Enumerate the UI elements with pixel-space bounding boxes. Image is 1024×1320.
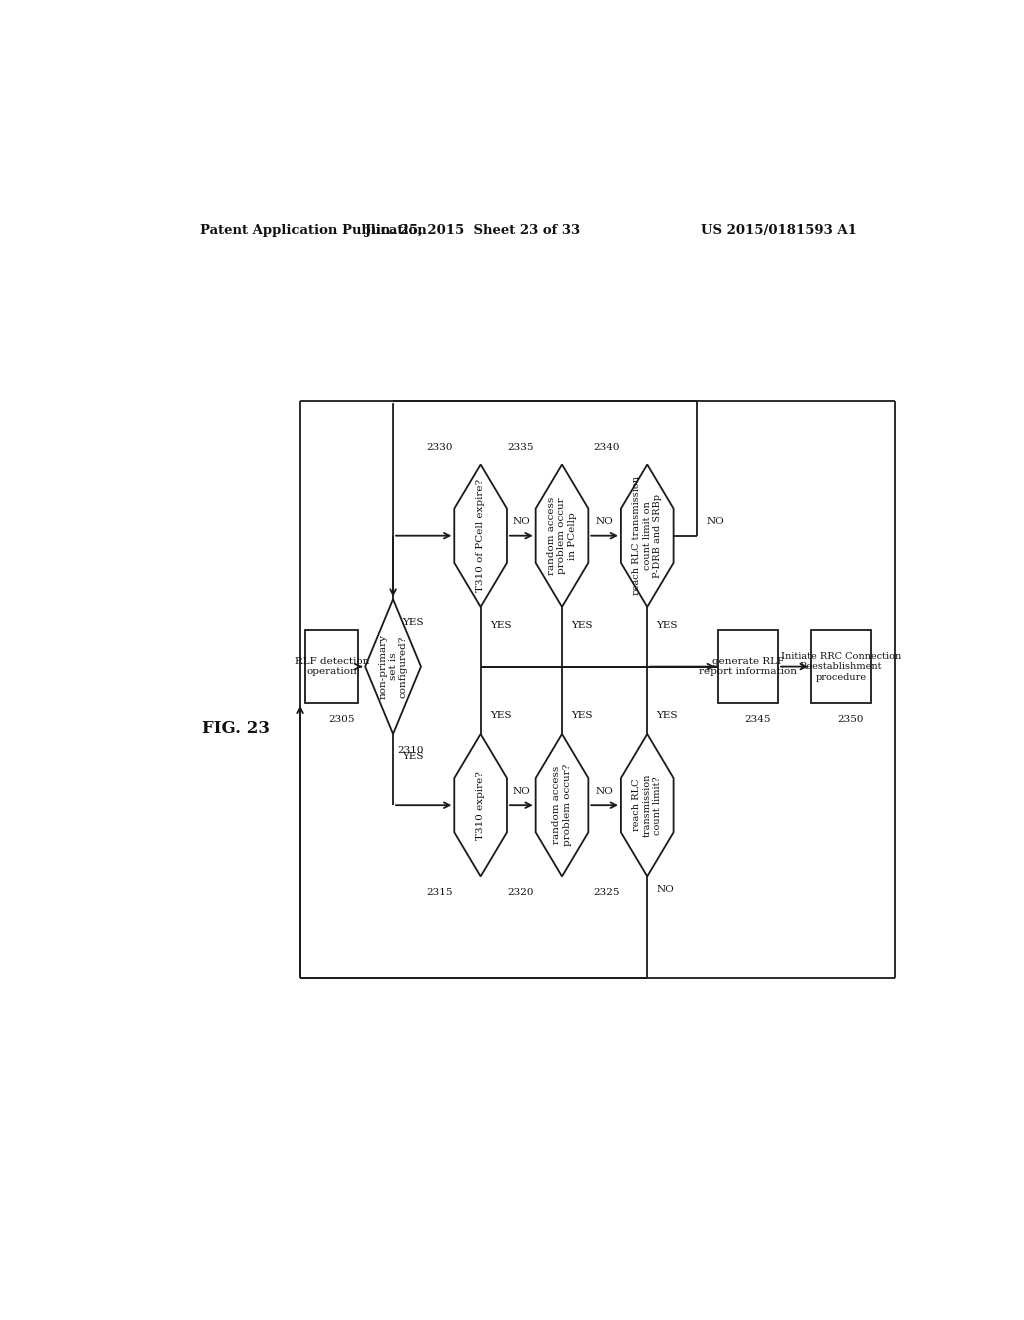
Text: RLF detection
operation: RLF detection operation: [295, 657, 369, 676]
Text: 2335: 2335: [508, 444, 535, 453]
Text: Patent Application Publication: Patent Application Publication: [200, 223, 427, 236]
Text: reach RLC
transmission
count limit?: reach RLC transmission count limit?: [633, 774, 663, 837]
Text: YES: YES: [656, 710, 678, 719]
Text: YES: YES: [489, 622, 511, 630]
Text: NO: NO: [512, 517, 529, 527]
Text: YES: YES: [571, 710, 593, 719]
Text: non-primary
set is
configured?: non-primary set is configured?: [378, 634, 408, 700]
Bar: [811, 630, 871, 704]
Polygon shape: [366, 599, 421, 734]
Text: T310 of PCell expire?: T310 of PCell expire?: [476, 479, 485, 593]
Text: 2345: 2345: [744, 715, 771, 725]
Text: NO: NO: [656, 886, 674, 895]
Text: 2310: 2310: [397, 746, 424, 755]
Text: YES: YES: [402, 752, 424, 762]
Text: YES: YES: [489, 710, 511, 719]
Text: 2350: 2350: [838, 715, 863, 725]
Text: NO: NO: [512, 787, 529, 796]
Text: 2340: 2340: [593, 444, 620, 453]
Text: generate RLF
report information: generate RLF report information: [699, 657, 797, 676]
Text: NO: NO: [596, 517, 613, 527]
Text: NO: NO: [596, 787, 613, 796]
Text: YES: YES: [571, 622, 593, 630]
Polygon shape: [621, 465, 674, 607]
Text: Initiate RRC Connection
Reestablishment
procedure: Initiate RRC Connection Reestablishment …: [781, 652, 901, 681]
Text: YES: YES: [402, 618, 424, 627]
Polygon shape: [536, 465, 589, 607]
Text: NO: NO: [707, 517, 724, 527]
Text: 2315: 2315: [426, 888, 453, 898]
Text: YES: YES: [656, 622, 678, 630]
Bar: [718, 630, 778, 704]
Text: 2320: 2320: [508, 888, 535, 898]
Text: reach RLC transmission
count limit on
P-DRB and SRBp: reach RLC transmission count limit on P-…: [633, 477, 663, 595]
Polygon shape: [455, 465, 507, 607]
Text: random access
problem occur?: random access problem occur?: [552, 764, 571, 846]
Text: US 2015/0181593 A1: US 2015/0181593 A1: [700, 223, 856, 236]
Text: random access
problem occur
in PCellp: random access problem occur in PCellp: [547, 496, 577, 574]
Text: 2330: 2330: [426, 444, 453, 453]
Text: FIG. 23: FIG. 23: [202, 719, 269, 737]
Text: T310 expire?: T310 expire?: [476, 771, 485, 840]
Polygon shape: [536, 734, 589, 876]
Bar: [305, 630, 358, 704]
Polygon shape: [621, 734, 674, 876]
Text: 2305: 2305: [328, 715, 354, 725]
Text: Jun. 25, 2015  Sheet 23 of 33: Jun. 25, 2015 Sheet 23 of 33: [366, 223, 581, 236]
Text: 2325: 2325: [593, 888, 620, 898]
Polygon shape: [455, 734, 507, 876]
